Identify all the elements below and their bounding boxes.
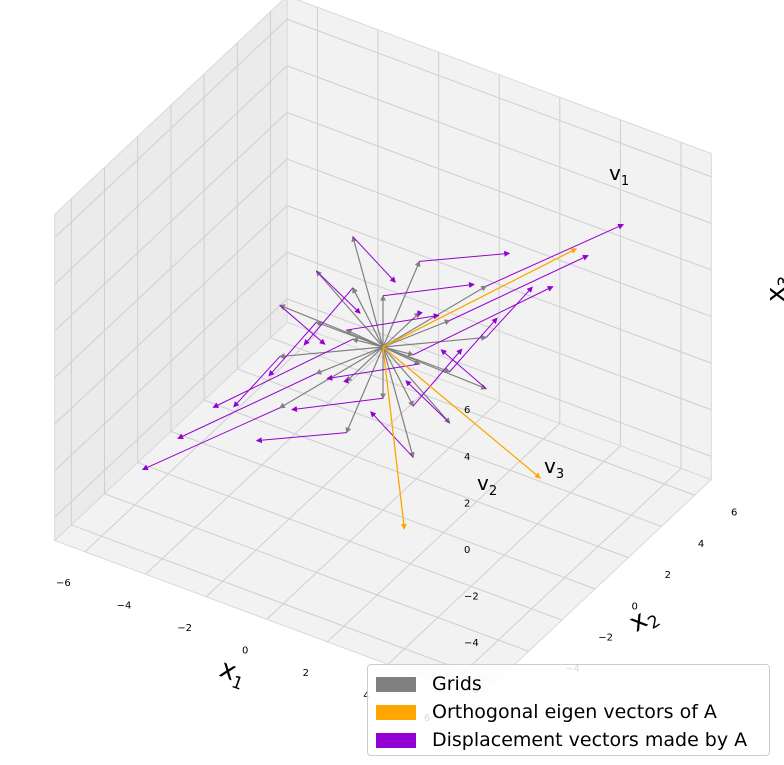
- z-tick-label: 2: [464, 498, 470, 509]
- legend-label-displacement: Displacement vectors made by A: [432, 729, 748, 751]
- displacement-vector: [352, 236, 396, 283]
- gridline: [286, 65, 712, 224]
- displacement-vector: [449, 255, 589, 321]
- gridline: [54, 18, 288, 239]
- gridline: [54, 65, 288, 285]
- x-tick-label: −2: [177, 623, 192, 634]
- legend-item-grids: Grids: [376, 670, 761, 698]
- displacement-vector: [326, 363, 420, 381]
- y-tick-label: 4: [698, 539, 704, 550]
- z-axis-label: x3: [761, 276, 784, 302]
- displacement-vector: [233, 356, 281, 408]
- v2-label: v2: [477, 471, 497, 499]
- displacement-vector: [346, 313, 440, 331]
- displacement-vector: [417, 310, 423, 317]
- legend-swatch-displacement: [376, 732, 416, 748]
- displacement-vector: [268, 321, 317, 377]
- x-tick-label: 0: [242, 646, 248, 657]
- displacement-vector: [291, 397, 384, 412]
- axes-gridlines: [54, 7, 712, 688]
- grid-vector: [382, 346, 415, 459]
- gridline: [54, 112, 288, 332]
- legend-label-eigen: Orthogonal eigen vectors of A: [432, 701, 717, 723]
- gridline: [327, 423, 561, 643]
- y-tick-label: 6: [731, 508, 737, 519]
- grid-vector: [351, 235, 384, 348]
- displacement-vector: [279, 304, 326, 345]
- x-axis-label: x1: [214, 654, 250, 695]
- displacement-vector: [315, 270, 361, 314]
- y-axis-label: x2: [624, 599, 664, 642]
- v3-label: v3: [544, 454, 564, 482]
- displacement-vector: [343, 377, 349, 384]
- grid-vector: [345, 346, 384, 383]
- displacement-vector: [255, 432, 347, 444]
- z-tick-label: 6: [464, 405, 470, 416]
- gridline: [286, 158, 712, 318]
- grid-vector: [382, 334, 488, 348]
- gridline: [286, 18, 712, 178]
- eigenvector-3: [382, 346, 541, 479]
- x-tick-label: −4: [117, 601, 132, 612]
- grid-vector: [345, 329, 384, 348]
- x-tick-label: 2: [303, 668, 309, 679]
- gridline: [286, 111, 712, 271]
- grid-vector: [352, 287, 384, 348]
- displacement-vector: [405, 380, 451, 424]
- grid-vector: [382, 311, 421, 348]
- displacement-vectors: [141, 223, 625, 471]
- displacement-vector: [485, 286, 533, 338]
- legend-label-grids: Grids: [432, 673, 482, 695]
- gridline: [54, 158, 288, 378]
- legend-item-displacement: Displacement vectors made by A: [376, 726, 761, 754]
- grid-vector: [382, 260, 421, 348]
- z-tick-label: 4: [464, 452, 470, 463]
- legend-item-eigen: Orthogonal eigen vectors of A: [376, 698, 761, 726]
- x-tick-label: 4: [363, 691, 369, 702]
- displacement-vector: [370, 411, 414, 458]
- eigenvector-2: [382, 346, 407, 530]
- v1-label: v1: [609, 161, 629, 189]
- displacement-vector: [485, 223, 625, 287]
- displacement-vector: [412, 348, 463, 407]
- z-tick-label: 0: [464, 545, 470, 556]
- y-tick-label: −2: [598, 633, 613, 644]
- z-tick-label: −4: [464, 638, 479, 649]
- grid-vector: [382, 319, 451, 348]
- grid-vector: [351, 337, 384, 348]
- grid-vector: [315, 346, 384, 375]
- displacement-vector: [382, 282, 475, 297]
- legend-swatch-grids: [376, 676, 416, 692]
- gridline: [203, 399, 629, 559]
- eigen-vectors: [382, 248, 578, 530]
- displacement-vector: [141, 407, 281, 471]
- x-tick-label: −6: [56, 578, 71, 589]
- grid-vector: [382, 346, 488, 390]
- grid-vector: [382, 346, 451, 424]
- legend-swatch-eigen: [376, 704, 416, 720]
- displacement-vector: [449, 317, 498, 373]
- displacement-vector: [412, 286, 554, 356]
- grid-vector: [278, 346, 384, 360]
- grid-vector: [315, 270, 384, 348]
- displacement-vector: [419, 250, 511, 262]
- gridline: [448, 468, 682, 688]
- grid-vector: [345, 346, 384, 434]
- grid-vector: [382, 346, 414, 407]
- y-tick-label: 0: [631, 601, 637, 612]
- displacement-vector: [212, 338, 354, 408]
- gridline: [170, 430, 596, 590]
- displacement-vector: [177, 373, 317, 439]
- eigenvector-1: [382, 248, 578, 348]
- grid-vectors: [278, 235, 488, 459]
- legend: Grids Orthogonal eigen vectors of A Disp…: [367, 664, 770, 756]
- gridline: [387, 445, 621, 665]
- z-tick-label: −2: [464, 592, 479, 603]
- gridline: [237, 368, 662, 527]
- displacement-vector: [440, 349, 487, 390]
- displacement-vector: [303, 287, 354, 346]
- y-tick-label: 2: [665, 570, 671, 581]
